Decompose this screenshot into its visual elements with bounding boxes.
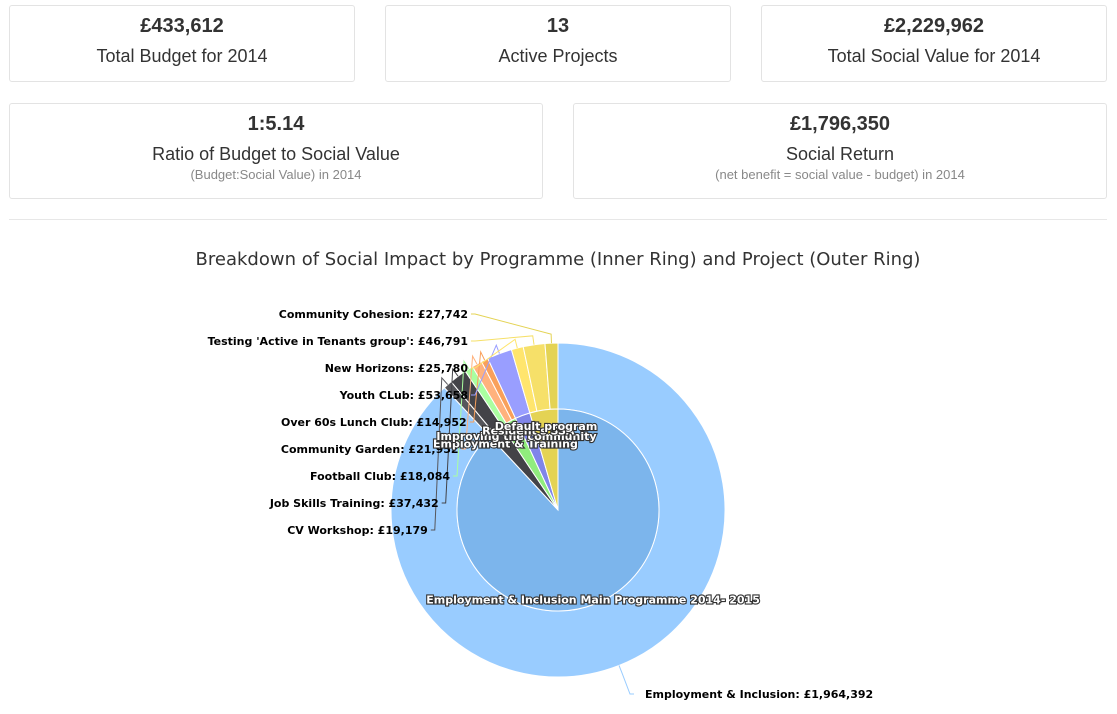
outer-label-cv-workshop: CV Workshop: £19,179 — [287, 524, 428, 537]
outer-label-community-garden: Community Garden: £21,952 — [281, 443, 459, 456]
label-connectors — [430, 313, 634, 695]
outer-ring — [390, 342, 726, 678]
section-divider — [9, 219, 1107, 220]
connector-over-60s-lunch-club — [469, 350, 486, 423]
connector-youth-club — [471, 343, 500, 396]
inner-label-improving-the-community: Improving the community — [436, 430, 596, 443]
outer-label-new-horizons: New Horizons: £25,780 — [325, 362, 469, 375]
connector-employment-inclusion — [618, 665, 634, 695]
connector-football-club — [453, 359, 470, 477]
inner-slice-default-program[interactable] — [529, 408, 559, 511]
outer-label-job-skills-training: Job Skills Training: £37,432 — [269, 497, 439, 510]
outer-label-testing-active-in-tenants-group: Testing 'Active in Tenants group': £46,7… — [208, 335, 468, 348]
ratio-card: 1:5.14 Ratio of Budget to Social Value (… — [9, 103, 543, 199]
inner-label-employment-inclusion-main-programme-2014-2015: Employment & Inclusion Main Programme 20… — [426, 593, 760, 606]
outer-label-employment-inclusion: Employment & Inclusion: £1,964,392 — [645, 688, 873, 701]
ratio-label: Ratio of Budget to Social Value — [152, 144, 400, 164]
connector-community-garden — [461, 354, 478, 450]
total-social-value-value: £2,229,962 — [883, 15, 985, 37]
connector-cv-workshop — [430, 376, 449, 531]
total-budget-label: Total Budget for 2014 — [96, 46, 268, 66]
social-return-value: £1,796,350 — [789, 113, 891, 135]
total-budget-card: £433,612 Total Budget for 2014 — [9, 5, 355, 82]
total-budget-value: £433,612 — [140, 15, 224, 37]
social-impact-donut-chart: Breakdown of Social Impact by Programme … — [196, 249, 921, 701]
inner-ring — [456, 408, 660, 612]
active-projects-label: Active Projects — [498, 46, 618, 66]
total-social-value-card: £2,229,962 Total Social Value for 2014 — [761, 5, 1107, 82]
inner-label-employment-training: Employment & Training — [433, 437, 578, 450]
social-return-label: Social Return — [785, 144, 895, 164]
connector-testing-active-in-tenants-group — [471, 335, 535, 345]
ratio-value: 1:5.14 — [247, 113, 305, 135]
outer-ring-labels: Employment & Inclusion: £1,964,392 CV Wor… — [208, 308, 874, 701]
connector-job-skills-training — [441, 367, 459, 504]
connector-community-cohesion — [471, 313, 552, 344]
inner-ring-labels: Employment & Inclusion Main Programme 20… — [425, 419, 761, 608]
ratio-subtext: (Budget:Social Value) in 2014 — [190, 167, 362, 182]
outer-label-youth-club: Youth CLub: £53,658 — [339, 389, 468, 402]
active-projects-value: 13 — [546, 15, 570, 37]
outer-label-football-club: Football Club: £18,084 — [310, 470, 450, 483]
chart-title: Breakdown of Social Impact by Programme … — [196, 249, 921, 270]
active-projects-card: 13 Active Projects — [385, 5, 731, 82]
outer-label-over-60s-lunch-club: Over 60s Lunch Club: £14,952 — [281, 416, 467, 429]
outer-label-community-cohesion: Community Cohesion: £27,742 — [279, 308, 468, 321]
social-return-card: £1,796,350 Social Return (net benefit = … — [573, 103, 1107, 199]
total-social-value-label: Total Social Value for 2014 — [827, 46, 1041, 66]
inner-label-default-program: Default program — [495, 420, 598, 433]
social-return-subtext: (net benefit = social value - budget) in… — [715, 167, 965, 182]
connector-new-horizons — [471, 338, 518, 369]
inner-label-resident-s-ssa: Resident's SSA — [482, 425, 575, 438]
